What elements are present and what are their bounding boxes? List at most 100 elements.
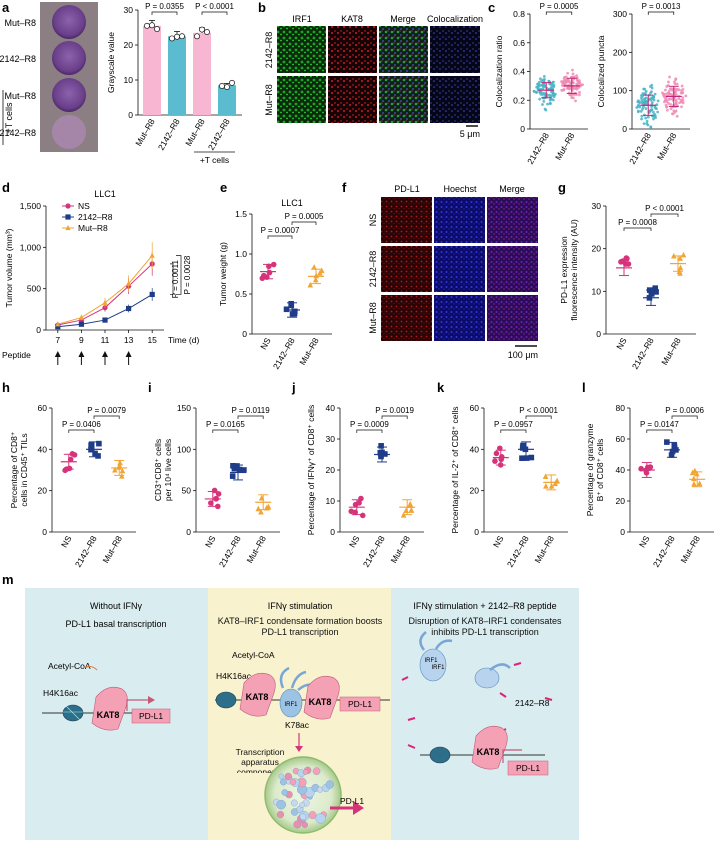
schematic-condensate: Acetyl-CoA H4K16ac KAT8 IRF1 KAT8 PD-L1 …	[215, 650, 390, 834]
data-point	[229, 473, 236, 479]
data-point	[544, 108, 548, 112]
well-3	[52, 78, 86, 112]
molecule-icon	[276, 799, 286, 810]
y-tick-label: 500	[27, 284, 41, 294]
y-tick-label: 40	[470, 444, 480, 454]
y-tick-label: 1,000	[20, 242, 42, 252]
x-tick-label: 2142–R8	[361, 534, 387, 569]
data-point	[542, 78, 545, 82]
data-point	[307, 281, 314, 288]
y-tick-label: 60	[616, 434, 626, 444]
kat8-protein-icon	[239, 672, 276, 717]
data-point	[563, 75, 567, 79]
y-tick-label: 20	[592, 244, 602, 254]
data-point	[578, 90, 581, 94]
data-point	[541, 87, 545, 91]
x-tick-label: 15	[147, 335, 157, 345]
data-point	[154, 26, 160, 32]
col-label: Merge	[390, 14, 416, 24]
data-point	[174, 33, 180, 40]
chart-j: 0 10 20 30 40 Percentage of IFNγ⁺ of CD8⁺ cel…	[306, 403, 424, 569]
panel-letter: l	[582, 380, 586, 395]
data-point	[126, 305, 132, 312]
data-point	[691, 480, 697, 487]
y-tick-label: 20	[38, 486, 48, 496]
schematic-disruption: IRF1 IRF1 2142–R8 KAT8 PD-L1	[401, 631, 553, 776]
data-point	[126, 280, 132, 286]
arrow-head-icon	[102, 351, 108, 357]
x-tick-label: 2142–R8	[505, 534, 531, 569]
molecule-icon	[299, 802, 305, 808]
p-value-label: P = 0.0006	[665, 406, 704, 415]
panel-letter: a	[2, 0, 10, 15]
y-tick-label: 10	[326, 496, 336, 506]
data-point	[644, 116, 648, 120]
data-point	[579, 84, 582, 88]
y-tick-label: 200	[613, 47, 627, 57]
data-point	[532, 89, 536, 93]
col-label: Colocalization	[427, 14, 483, 24]
schematic-basal: Acetyl-CoA H4K16ac KAT8 PD-L1	[42, 661, 171, 731]
data-point	[102, 317, 108, 323]
data-point	[649, 125, 653, 129]
data-point	[652, 95, 655, 99]
legend-label: Mut–R8	[78, 223, 108, 233]
data-point	[219, 83, 225, 89]
p-value-label: P = 0.0957	[494, 420, 533, 429]
x-tick-label: Mut–R8	[655, 131, 679, 162]
data-point	[681, 96, 685, 100]
chart-i: 0 50 100 150 CD3⁺CD8⁺ cells per 10⁴ live cell…	[153, 403, 280, 569]
y-axis-label: CD3⁺CD8⁺ cells	[153, 439, 163, 501]
y-tick-label: 1.0	[235, 249, 247, 259]
data-point	[625, 261, 632, 267]
data-point	[671, 444, 678, 451]
data-point	[640, 94, 643, 97]
section-subtitle: KAT8–IRF1 condensate formation boosts PD…	[217, 616, 383, 637]
data-point	[642, 122, 646, 126]
nucleosome-icon	[215, 691, 237, 709]
micrograph	[430, 26, 480, 73]
data-point	[117, 459, 123, 466]
panel-c: c 0 0.2 0.4 0.6 0.8 Colocalization ratio 2142–…	[488, 0, 690, 166]
condensate-molecules	[273, 766, 334, 829]
well-label: Mut–R8	[4, 91, 36, 101]
data-point	[574, 99, 577, 103]
p-value-label: P = 0.0007	[261, 226, 300, 235]
nucleosome-detail	[62, 705, 84, 721]
molecule-icon	[308, 811, 317, 820]
section-title: IFNγ stimulation + 2142–R8 peptide	[413, 601, 556, 611]
data-point	[665, 105, 668, 109]
data-point	[675, 82, 679, 86]
data-point	[540, 90, 543, 94]
molecule-icon	[290, 799, 298, 807]
data-point	[102, 305, 108, 311]
p-value-label: P = 0.0079	[87, 406, 126, 415]
data-point	[541, 83, 544, 87]
data-point	[553, 92, 557, 96]
y-tick-label: 20	[470, 486, 480, 496]
data-point	[644, 107, 648, 110]
row-label: NS	[368, 214, 378, 227]
significance-bracket	[151, 11, 178, 15]
data-point	[668, 75, 671, 79]
data-point	[283, 306, 290, 313]
data-point	[644, 89, 648, 93]
data-point	[215, 491, 222, 497]
y-tick-label: 0	[596, 329, 601, 339]
data-point	[571, 68, 574, 72]
data-point	[261, 272, 267, 279]
col-label: PD-L1	[394, 184, 420, 194]
x-tick-label: NS	[637, 534, 652, 550]
panel-h: h 0 20 40 60 Percentage of CD8⁺ cells in CD45…	[2, 380, 136, 569]
y-tick-label: 40	[616, 465, 626, 475]
data-point	[677, 264, 684, 271]
chart-l: 0 20 40 60 80 Percentage of granzyme B⁺ of CD8…	[585, 403, 714, 569]
y-tick-label: 0	[330, 527, 335, 537]
data-point	[542, 91, 546, 95]
chart-g: 0 10 20 30 PD-L1 expression fluorescence inte…	[559, 201, 696, 371]
pdl1-gene-box	[131, 708, 171, 724]
molecule-icon	[284, 772, 292, 781]
panel-l: l 0 20 40 60 80 Percentage of granzyme B⁺ of C…	[582, 380, 714, 569]
data-point	[255, 505, 262, 512]
molecule-icon	[293, 820, 302, 829]
